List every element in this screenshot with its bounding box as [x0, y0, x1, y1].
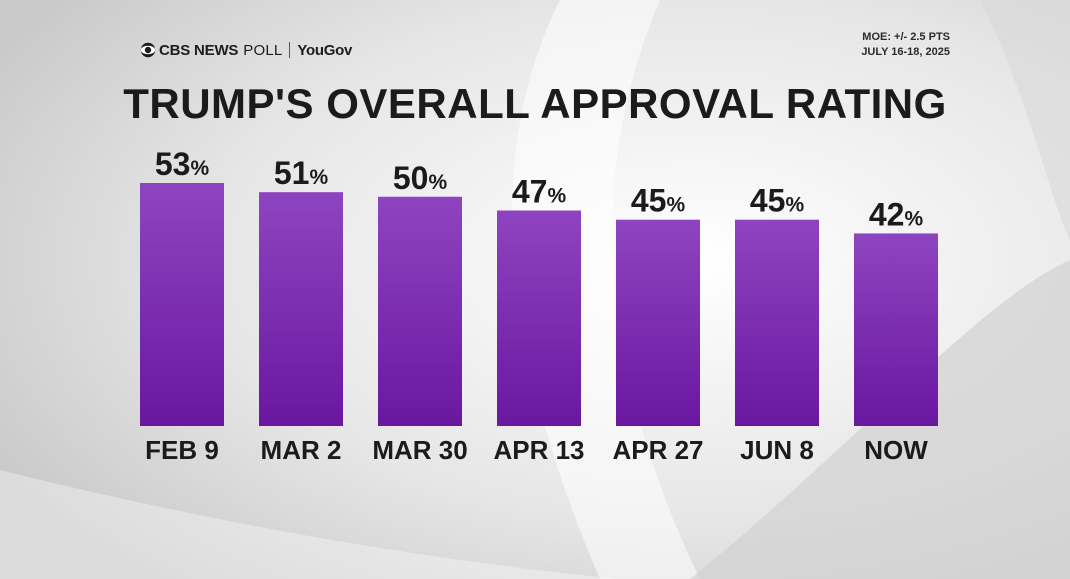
category-label: APR 13 [493, 435, 584, 465]
category-label: JUN 8 [740, 435, 814, 465]
bar-now [854, 233, 938, 426]
bar-mar-30 [378, 196, 462, 426]
value-label: 50% [393, 160, 448, 196]
cbs-eye-icon [140, 42, 156, 58]
category-label: FEB 9 [145, 435, 219, 465]
margin-of-error: MOE: +/- 2.5 PTS [862, 31, 950, 43]
value-label: 42% [869, 196, 924, 232]
value-label: 51% [274, 155, 329, 191]
bar-jun-8 [735, 219, 819, 426]
chart-title: TRUMP'S OVERALL APPROVAL RATING [123, 80, 947, 127]
bar-apr-13 [497, 210, 581, 426]
value-label: 45% [631, 183, 686, 219]
partner-name: YouGov [297, 41, 353, 59]
value-label: 45% [750, 183, 805, 219]
category-label: APR 27 [612, 435, 703, 465]
logo-divider [289, 42, 291, 58]
category-label: MAR 2 [261, 435, 342, 465]
network-name: CBS NEWS [159, 41, 239, 59]
cbs-yougov-logo: CBS NEWS POLL YouGov [140, 39, 352, 61]
category-label: MAR 30 [372, 435, 467, 465]
poll-label: POLL [243, 41, 283, 59]
methodology-note: MOE: +/- 2.5 PTS JULY 16-18, 2025 [861, 30, 950, 60]
category-label: NOW [864, 435, 928, 465]
value-label: 53% [155, 146, 210, 182]
bar-feb-9 [140, 183, 224, 426]
bar-mar-2 [259, 192, 343, 426]
poll-dates: JULY 16-18, 2025 [861, 46, 950, 58]
bar-apr-27 [616, 219, 700, 426]
value-label: 47% [512, 174, 567, 210]
